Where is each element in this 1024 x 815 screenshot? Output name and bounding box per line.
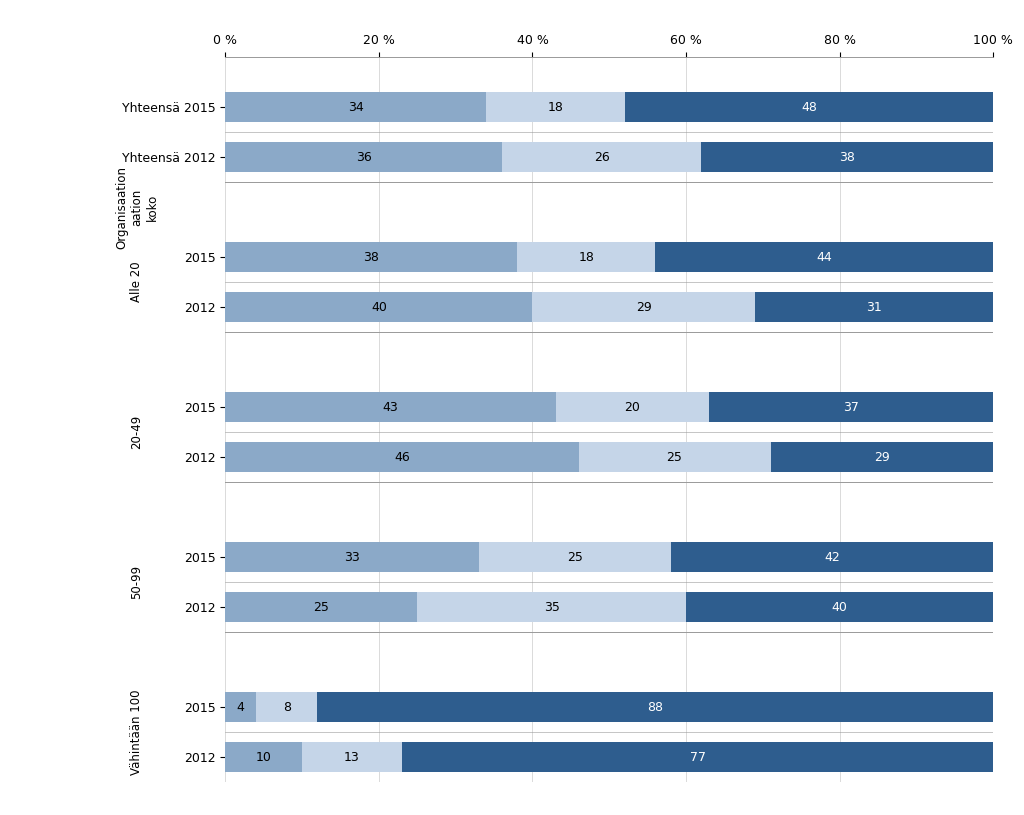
Bar	[225, 392, 555, 422]
Bar	[517, 242, 655, 272]
Text: 38: 38	[840, 151, 855, 164]
Bar	[755, 292, 993, 322]
Text: 10: 10	[256, 751, 271, 764]
Bar	[686, 593, 993, 623]
Text: 20: 20	[625, 401, 640, 414]
Text: Alle 20: Alle 20	[130, 262, 143, 302]
Text: 36: 36	[355, 151, 372, 164]
Bar	[770, 443, 993, 472]
Text: 13: 13	[344, 751, 359, 764]
Bar	[671, 542, 993, 572]
Text: 38: 38	[364, 251, 379, 263]
Text: 48: 48	[801, 100, 817, 113]
Bar	[302, 742, 401, 773]
Bar	[418, 593, 686, 623]
Text: 18: 18	[579, 251, 594, 263]
Text: 18: 18	[548, 100, 563, 113]
Text: 31: 31	[866, 301, 882, 314]
Bar	[225, 242, 517, 272]
Text: 88: 88	[647, 701, 664, 714]
Text: 37: 37	[843, 401, 859, 414]
Bar	[655, 242, 993, 272]
Text: 46: 46	[394, 451, 410, 464]
Text: 50-99: 50-99	[130, 566, 143, 599]
Text: 25: 25	[566, 551, 583, 564]
Text: 35: 35	[544, 601, 560, 614]
Text: Vähintään 100: Vähintään 100	[130, 689, 143, 775]
Bar	[225, 92, 486, 122]
Bar	[479, 542, 671, 572]
Text: 34: 34	[348, 100, 364, 113]
Bar	[256, 693, 317, 722]
Bar	[225, 542, 479, 572]
Bar	[317, 693, 993, 722]
Text: 4: 4	[237, 701, 245, 714]
Bar	[225, 593, 418, 623]
Bar	[502, 142, 701, 172]
Bar	[401, 742, 993, 773]
Bar	[225, 292, 532, 322]
Text: 26: 26	[594, 151, 609, 164]
Bar	[555, 392, 709, 422]
Bar	[225, 742, 302, 773]
Bar	[486, 92, 625, 122]
Bar	[701, 142, 993, 172]
Bar	[625, 92, 993, 122]
Bar	[225, 443, 579, 472]
Text: Organisaation
aation
koko: Organisaation aation koko	[116, 165, 159, 249]
Text: 29: 29	[636, 301, 651, 314]
Text: 33: 33	[344, 551, 359, 564]
Text: 44: 44	[816, 251, 833, 263]
Bar	[709, 392, 993, 422]
Text: 40: 40	[831, 601, 848, 614]
Text: 43: 43	[383, 401, 398, 414]
Text: 77: 77	[689, 751, 706, 764]
Text: 25: 25	[313, 601, 330, 614]
Bar	[225, 142, 502, 172]
Text: 20-49: 20-49	[130, 415, 143, 449]
Bar	[225, 693, 256, 722]
Text: 29: 29	[874, 451, 890, 464]
Text: 40: 40	[371, 301, 387, 314]
Text: 42: 42	[824, 551, 840, 564]
Bar	[579, 443, 770, 472]
Bar	[532, 292, 756, 322]
Text: 25: 25	[667, 451, 683, 464]
Text: 8: 8	[283, 701, 291, 714]
